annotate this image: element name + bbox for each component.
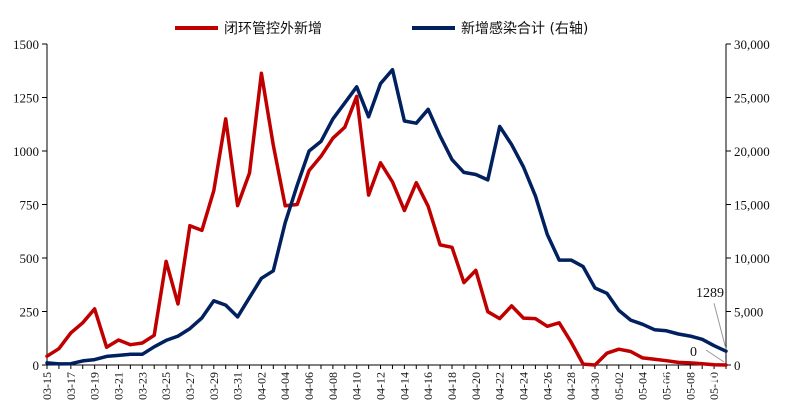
x-tick-label: 05-10: [707, 372, 721, 400]
x-tick-label: 04-12: [374, 372, 388, 400]
left-y-tick-label: 750: [20, 198, 40, 213]
series-line-total-infections: [45, 67, 728, 366]
left-y-tick-label: 1000: [13, 144, 39, 159]
x-tick-label: 04-28: [564, 372, 578, 400]
right-y-tick-label: 5,000: [734, 305, 763, 320]
x-tick-label: 03-29: [207, 372, 221, 400]
x-tick-label: 05-06: [659, 372, 673, 400]
left-y-tick-label: 250: [20, 305, 40, 320]
legend-label-imported-cases: 闭环管控外新增: [224, 21, 322, 37]
right-y-tick-label: 15,000: [734, 198, 770, 213]
right-y-tick-label: 30,000: [734, 37, 770, 52]
x-tick-label: 04-26: [540, 372, 554, 400]
axes: 0 250 500 750 1000 1250 1500 0 5,000 10,000 15,000…: [13, 37, 770, 400]
x-tick-label: 04-16: [421, 372, 435, 400]
left-y-tick-label: 1500: [13, 37, 39, 52]
x-tick-label: 04-04: [278, 372, 292, 400]
x-tick-label: 03-25: [159, 372, 173, 400]
x-tick-label: 03-19: [88, 372, 102, 400]
x-tick-label: 03-21: [111, 372, 125, 400]
x-tick-label: 04-02: [254, 372, 268, 400]
x-tick-label: 04-20: [469, 372, 483, 400]
series-line-imported-cases: [45, 71, 728, 367]
x-tick-label: 03-27: [183, 372, 197, 400]
right-y-tick-label: 0: [734, 358, 741, 373]
x-tick-label: 04-06: [302, 372, 316, 400]
x-tick-label: 05-08: [683, 372, 697, 400]
x-tick-label: 04-24: [516, 372, 530, 400]
left-y-tick-label: 1250: [13, 91, 39, 106]
series-group: [45, 67, 728, 367]
annotations: 1289 0: [690, 286, 727, 363]
x-tick-label: 03-23: [135, 372, 149, 400]
x-tick-label: 04-30: [588, 372, 602, 400]
annotation-label-0: 0: [690, 345, 697, 360]
watermark: 知乎 @Ph迪: [656, 371, 745, 390]
left-y-tick-label: 0: [33, 358, 40, 373]
left-y-tick-label: 500: [20, 251, 40, 266]
x-tick-label: 03-17: [64, 372, 78, 400]
x-tick-label: 05-02: [612, 372, 626, 400]
x-tick-label: 04-14: [397, 372, 411, 400]
right-y-tick-label: 25,000: [734, 91, 770, 106]
x-tick-label: 03-15: [40, 372, 54, 400]
right-y-tick-label: 20,000: [734, 144, 770, 159]
right-y-tick-label: 10,000: [734, 251, 770, 266]
x-tick-label: 04-18: [445, 372, 459, 400]
x-tick-label: 05-04: [636, 372, 650, 400]
annotation-leader-1289: [713, 303, 727, 350]
legend: 闭环管控外新增 新增感染合计 (右轴): [175, 20, 588, 37]
legend-label-total-infections: 新增感染合计 (右轴): [461, 20, 588, 37]
x-tick-label: 04-22: [493, 372, 507, 400]
annotation-leader-0: [705, 349, 725, 363]
x-tick-label: 03-31: [231, 372, 245, 400]
annotation-label-1289: 1289: [696, 286, 724, 301]
x-tick-label: 04-08: [326, 372, 340, 400]
x-tick-label: 04-10: [350, 372, 364, 400]
